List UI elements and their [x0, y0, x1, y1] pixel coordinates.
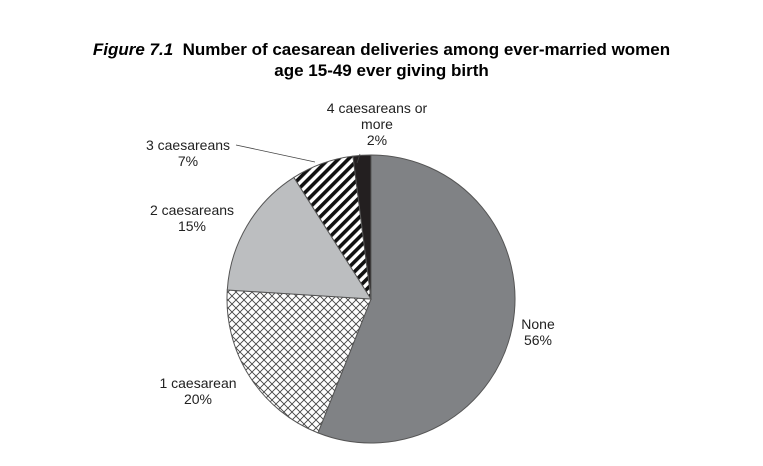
- chart-title-part1: Number of caesarean deliveries among eve…: [182, 40, 671, 59]
- chart-title-line-1: Figure 7.1 Number of caesarean deliverie…: [0, 39, 763, 60]
- slice-label-1: 1 caesarean 20%: [159, 375, 236, 407]
- slice-labels: None 56% 1 caesarean 20% 2 caesareans 15% 3 ca…: [146, 100, 555, 407]
- leader-lines: [235, 144, 361, 164]
- pie-slice-1: [226, 289, 372, 434]
- slice-label-0: None 56%: [521, 316, 555, 348]
- slice-label-3: 3 caesareans 7%: [146, 137, 230, 169]
- slice-value-label: 15%: [178, 218, 206, 234]
- slice-value-label: 20%: [184, 391, 212, 407]
- leader-line-3: [235, 144, 316, 163]
- slice-category-label: 4 caesareans or: [327, 100, 428, 116]
- slice-category-label: 2 caesareans: [150, 202, 234, 218]
- slice-label-2: 2 caesareans 15%: [150, 202, 234, 234]
- slice-category-label: None: [521, 316, 555, 332]
- slice-category-label: more: [361, 116, 393, 132]
- slice-category-label: 1 caesarean: [159, 375, 236, 391]
- slice-value-label: 7%: [178, 153, 198, 169]
- slice-category-label: 3 caesareans: [146, 137, 230, 153]
- slice-label-4: 4 caesareans or more 2%: [327, 100, 428, 148]
- chart-title-part2: age 15-49 ever giving birth: [274, 61, 489, 80]
- figure-number: Figure 7.1: [92, 40, 174, 59]
- pie-slice-4: [352, 154, 372, 300]
- leader-line-4: [356, 153, 361, 164]
- pie-slice-2: [226, 176, 372, 300]
- slice-value-label: 56%: [524, 332, 552, 348]
- pie-slices: [226, 154, 516, 444]
- pie-slice-0: [317, 154, 516, 444]
- slice-value-label: 2%: [367, 132, 387, 148]
- chart-title-line-2: age 15-49 ever giving birth: [0, 60, 763, 81]
